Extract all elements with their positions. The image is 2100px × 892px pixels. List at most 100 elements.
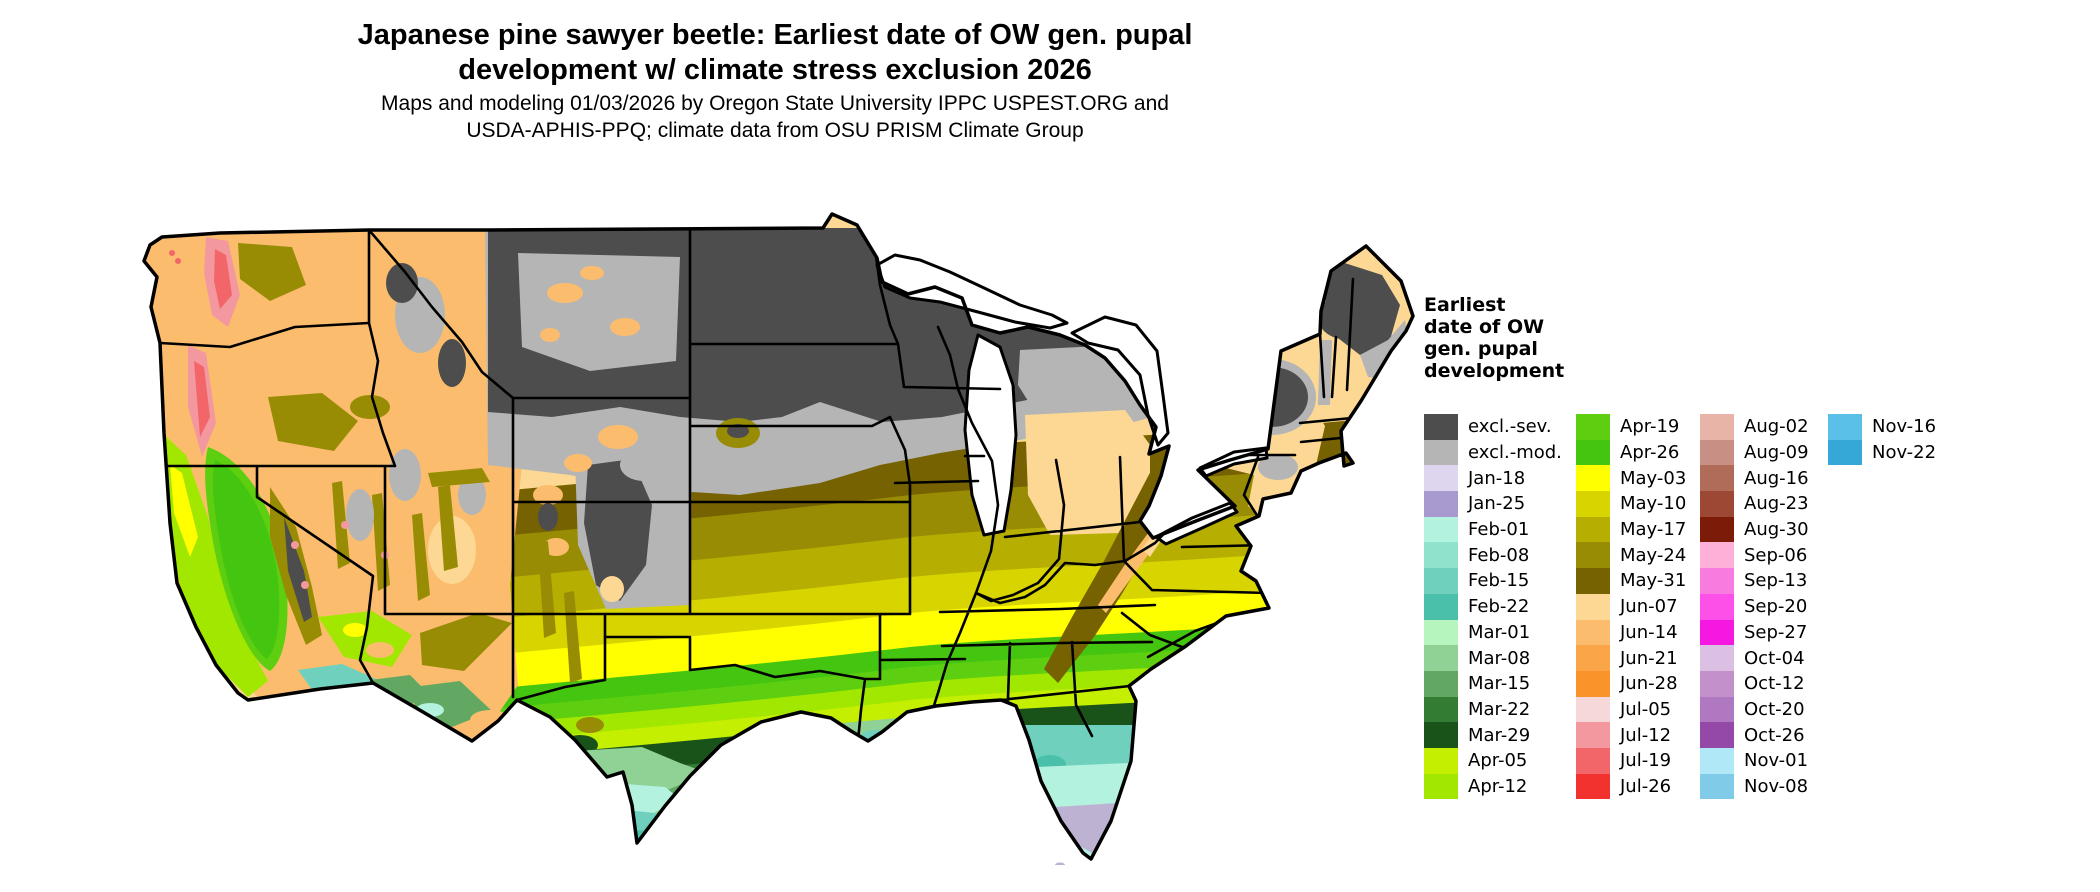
legend-label: Oct-20 [1744,698,1805,720]
legend-swatch [1576,593,1610,620]
legend-swatch [1700,542,1734,569]
legend-item: Jun-07 [1576,593,1686,620]
legend-label: Mar-15 [1468,673,1531,695]
legend-item: Jan-25 [1424,491,1562,517]
legend-swatch [1576,439,1610,466]
legend-swatch [1576,568,1610,594]
legend-column: Apr-19 Apr-26 May-03 May-10 May-17 May-24 May-… [1576,414,1687,800]
legend-item: Jun-14 [1576,619,1686,646]
us-choropleth-map [120,165,1430,872]
legend-item: May-10 [1576,491,1686,517]
legend-label: Jan-25 [1468,493,1526,515]
legend-item: Oct-26 [1700,722,1809,748]
legend-label: Sep-06 [1744,544,1808,566]
legend-label: Jun-21 [1620,647,1678,669]
legend-swatch [1700,619,1734,646]
legend-item: Sep-06 [1700,542,1809,569]
legend-swatch [1424,465,1458,492]
map-title: Japanese pine sawyer beetle: Earliest da… [120,18,1430,88]
legend-swatch [1424,619,1458,646]
map-subtitle-line2: USDA-APHIS-PPQ; climate data from OSU PR… [466,119,1084,142]
legend-label: Nov-01 [1744,750,1809,772]
legend-swatch [1424,747,1458,774]
map-subtitle: Maps and modeling 01/03/2026 by Oregon S… [120,90,1430,144]
legend-swatch [1424,722,1458,748]
legend-label: Jul-05 [1620,698,1672,720]
legend-item: Apr-19 [1576,414,1686,440]
map-subtitle-line1: Maps and modeling 01/03/2026 by Oregon S… [381,92,1169,115]
legend-item: Oct-20 [1700,696,1809,723]
legend-item: Oct-04 [1700,645,1809,671]
legend-column: Nov-16 Nov-22 [1828,414,1936,466]
legend-item: Jul-19 [1576,747,1686,774]
legend-swatch [1576,465,1610,492]
legend-item: Sep-27 [1700,619,1809,646]
legend-item: excl.-sev. [1424,414,1562,440]
legend-swatch [1576,645,1610,671]
legend-label: Aug-30 [1744,519,1809,541]
legend-title: Earliest date of OW gen. pupal developme… [1424,294,1564,382]
legend-label: Aug-23 [1744,493,1809,515]
lake-superior [875,253,1069,330]
legend-label: Apr-05 [1468,750,1528,772]
legend-swatch [1576,414,1610,440]
legend-item: Sep-13 [1700,568,1809,594]
legend-label: May-31 [1620,570,1687,592]
legend-label: Sep-20 [1744,596,1808,618]
legend-swatch [1828,414,1862,440]
legend-swatch [1424,568,1458,594]
legend-column: Aug-02 Aug-09 Aug-16 Aug-23 Aug-30 Sep-06 Sep-… [1700,414,1809,800]
legend-label: May-03 [1620,467,1687,489]
legend-item: May-03 [1576,465,1687,492]
map-title-line2: development w/ climate stress exclusion … [458,54,1092,86]
us-map-svg [142,212,1415,872]
legend-label: Oct-26 [1744,724,1805,746]
legend-label: Feb-01 [1468,519,1530,541]
legend-swatch [1424,542,1458,569]
legend-swatch [1576,773,1610,800]
legend-swatch [1700,696,1734,723]
legend-item: Feb-22 [1424,593,1562,620]
legend-swatch [1424,593,1458,620]
legend-label: Jun-07 [1620,596,1678,618]
legend-swatch [1424,696,1458,723]
legend-label: Sep-13 [1744,570,1808,592]
legend-label: Mar-29 [1468,724,1531,746]
legend-swatch [1700,645,1734,671]
legend-item: Feb-15 [1424,568,1562,594]
legend-title-line: date of OW [1424,316,1545,338]
legend-item: Mar-01 [1424,619,1562,646]
legend-title-line: Earliest [1424,294,1506,316]
legend-label: Feb-15 [1468,570,1530,592]
legend-item: Apr-05 [1424,747,1562,774]
legend-label: Oct-04 [1744,647,1805,669]
legend-swatch [1424,670,1458,697]
legend-label: Apr-12 [1468,775,1528,797]
legend-label: Aug-09 [1744,442,1809,464]
legend-item: Feb-01 [1424,516,1562,543]
legend-label: Jul-19 [1620,750,1672,772]
legend-swatch [1576,722,1610,748]
legend-swatch [1700,491,1734,517]
legend-item: Mar-29 [1424,722,1562,748]
legend-item: Aug-09 [1700,439,1809,466]
legend-label: Jun-28 [1620,673,1678,695]
legend-item: May-17 [1576,516,1686,543]
legend-swatch [1700,439,1734,466]
legend-item: May-24 [1576,542,1686,569]
legend-swatch [1828,439,1862,466]
legend-swatch [1424,773,1458,800]
legend-item: Jun-28 [1576,670,1686,697]
legend-swatch [1576,696,1610,723]
legend-item: Aug-02 [1700,414,1809,440]
legend-title-line: development [1424,360,1565,382]
legend-label: Jul-12 [1620,724,1672,746]
legend-swatch [1576,542,1610,569]
legend-label: Apr-26 [1620,442,1680,464]
legend-label: Apr-19 [1620,416,1680,438]
conus-outline [142,212,1415,861]
legend-swatch [1576,747,1610,774]
legend-item: Mar-15 [1424,670,1562,697]
legend-label: Jan-18 [1468,467,1526,489]
